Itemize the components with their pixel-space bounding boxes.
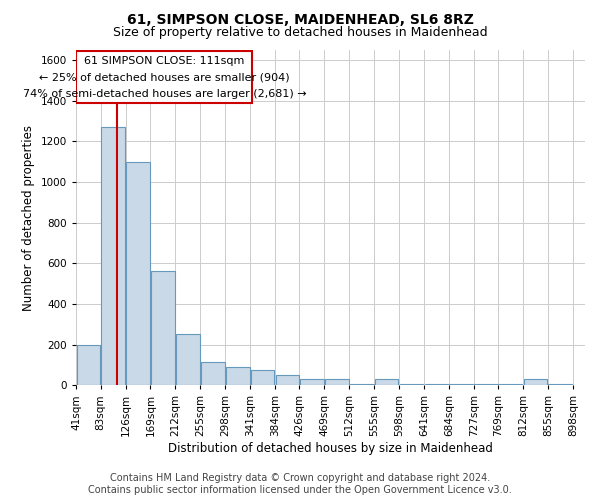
- Bar: [251, 370, 274, 386]
- Bar: [325, 379, 349, 386]
- Bar: [76, 51, 253, 103]
- Text: Contains HM Land Registry data © Crown copyright and database right 2024.
Contai: Contains HM Land Registry data © Crown c…: [88, 474, 512, 495]
- Bar: [126, 162, 150, 386]
- Text: 61 SIMPSON CLOSE: 111sqm: 61 SIMPSON CLOSE: 111sqm: [84, 56, 245, 66]
- Bar: [176, 334, 200, 386]
- X-axis label: Distribution of detached houses by size in Maidenhead: Distribution of detached houses by size …: [168, 442, 493, 455]
- Bar: [101, 127, 125, 386]
- Y-axis label: Number of detached properties: Number of detached properties: [22, 124, 35, 310]
- Text: 61, SIMPSON CLOSE, MAIDENHEAD, SL6 8RZ: 61, SIMPSON CLOSE, MAIDENHEAD, SL6 8RZ: [127, 12, 473, 26]
- Bar: [548, 384, 572, 386]
- Bar: [226, 367, 250, 386]
- Bar: [300, 379, 324, 386]
- Text: ← 25% of detached houses are smaller (904): ← 25% of detached houses are smaller (90…: [39, 72, 290, 83]
- Bar: [275, 375, 299, 386]
- Bar: [77, 344, 100, 386]
- Bar: [201, 362, 224, 386]
- Bar: [499, 384, 523, 386]
- Bar: [151, 272, 175, 386]
- Bar: [449, 384, 473, 386]
- Bar: [350, 384, 374, 386]
- Text: Size of property relative to detached houses in Maidenhead: Size of property relative to detached ho…: [113, 26, 487, 39]
- Bar: [374, 379, 398, 386]
- Text: 74% of semi-detached houses are larger (2,681) →: 74% of semi-detached houses are larger (…: [23, 88, 306, 99]
- Bar: [524, 379, 547, 386]
- Bar: [475, 384, 498, 386]
- Bar: [425, 384, 448, 386]
- Bar: [400, 384, 424, 386]
